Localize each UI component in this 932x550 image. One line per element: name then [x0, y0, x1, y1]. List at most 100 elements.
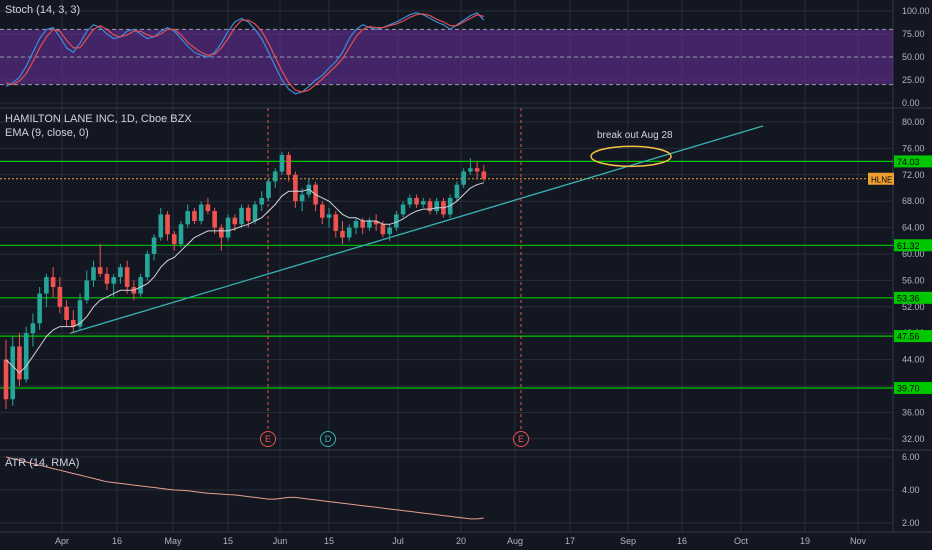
price-tick-label: 76.00: [902, 143, 925, 153]
candle-body: [387, 227, 392, 235]
candle-body: [299, 194, 305, 202]
candle-body: [474, 168, 480, 172]
candle-body: [346, 227, 352, 238]
time-tick-label: 16: [112, 536, 122, 546]
candle-body: [252, 204, 258, 221]
time-tick-label: 16: [677, 536, 687, 546]
time-tick-label: Aug: [507, 536, 523, 546]
breakout-ellipse: [590, 145, 672, 168]
candle-body: [293, 174, 298, 202]
candle-body: [427, 201, 433, 212]
candle-body: [468, 168, 473, 172]
stoch-title: Stoch (14, 3, 3): [5, 4, 81, 16]
candle-body: [461, 171, 466, 185]
candle-body: [320, 204, 325, 218]
level-label: 47.56: [897, 332, 920, 342]
time-tick-label: May: [164, 536, 182, 546]
candle-body: [192, 211, 197, 221]
candle-body: [124, 267, 130, 287]
candle-body: [77, 300, 83, 327]
price-tick-label: 44.00: [902, 355, 925, 365]
time-tick-label: 19: [800, 536, 810, 546]
candle-body: [185, 211, 191, 225]
candle-body: [279, 155, 285, 172]
level-label-bg: [894, 155, 932, 168]
candle-body: [198, 204, 204, 221]
ticker-tag: HLNE: [871, 175, 892, 184]
candle-body: [84, 280, 90, 301]
candle-body: [454, 184, 460, 198]
candle-body: [326, 214, 332, 218]
ticker-tag-bg: [868, 172, 894, 185]
candle-body: [414, 197, 419, 205]
event-marker: [513, 431, 529, 447]
main-chart-title: HAMILTON LANE INC, 1D, Cboe BZX: [5, 113, 192, 125]
candle-body: [232, 217, 238, 225]
candle-body: [434, 201, 440, 212]
ema-line: [5, 182, 484, 374]
event-marker-label: E: [518, 434, 524, 444]
level-label: 53.36: [897, 293, 920, 303]
level-label: 39.70: [897, 383, 920, 393]
candle-body: [353, 221, 359, 228]
time-tick-label: Nov: [850, 536, 867, 546]
price-tick-label: 52.00: [902, 302, 925, 312]
candle-body: [64, 306, 69, 320]
candle-body: [3, 359, 9, 400]
breakout-annotation: break out Aug 28: [597, 130, 673, 141]
candle-body: [219, 227, 224, 238]
candle-body: [367, 221, 372, 228]
candle-body: [481, 171, 487, 179]
level-label: 61.32: [897, 241, 920, 251]
candle-body: [178, 224, 184, 245]
candle-body: [50, 277, 56, 287]
candle-body: [145, 254, 150, 278]
price-tick-label: 72.00: [902, 170, 925, 180]
candle-body: [171, 234, 177, 245]
stoch-tick-label: 25.00: [902, 75, 925, 85]
candle-body: [272, 171, 278, 182]
candle-body: [286, 155, 291, 175]
time-tick-label: Apr: [55, 536, 69, 546]
candle-body: [44, 277, 49, 294]
price-tick-label: 64.00: [902, 223, 925, 233]
time-tick-label: Oct: [734, 536, 749, 546]
atr-tick-label: 2.00: [902, 518, 920, 528]
stoch-d-line: [5, 13, 484, 93]
candle-body: [151, 237, 157, 254]
ema-indicator-label: EMA (9, close, 0): [5, 127, 89, 139]
level-label-bg: [894, 330, 932, 343]
candle-body: [158, 214, 164, 238]
time-tick-label: 20: [456, 536, 466, 546]
candle-body: [380, 224, 386, 235]
stoch-tick-label: 100.00: [902, 6, 930, 16]
time-tick-label: Jul: [392, 536, 404, 546]
price-tick-label: 36.00: [902, 407, 925, 417]
event-marker-label: E: [265, 434, 271, 444]
event-marker: [320, 431, 336, 447]
level-label-bg: [894, 381, 932, 394]
candle-body: [239, 207, 244, 225]
atr-line: [5, 456, 484, 520]
stoch-tick-label: 0.00: [902, 98, 920, 108]
candle-body: [394, 214, 399, 228]
price-tick-label: 56.00: [902, 275, 925, 285]
candle-body: [23, 333, 29, 380]
time-tick-label: 17: [565, 536, 575, 546]
stoch-tick-label: 50.00: [902, 52, 925, 62]
candle-body: [97, 267, 103, 274]
price-tick-label: 80.00: [902, 117, 925, 127]
candle-body: [360, 221, 365, 228]
candle-body: [205, 204, 211, 212]
candle-body: [407, 197, 413, 205]
candle-body: [118, 267, 123, 278]
level-label: 74.03: [897, 157, 920, 167]
candle-body: [17, 346, 22, 380]
candle-body: [245, 207, 251, 221]
price-tick-label: 32.00: [902, 434, 925, 444]
candle-body: [71, 320, 76, 327]
candle-body: [259, 197, 265, 205]
candle-body: [373, 221, 379, 225]
candle-body: [225, 217, 231, 238]
